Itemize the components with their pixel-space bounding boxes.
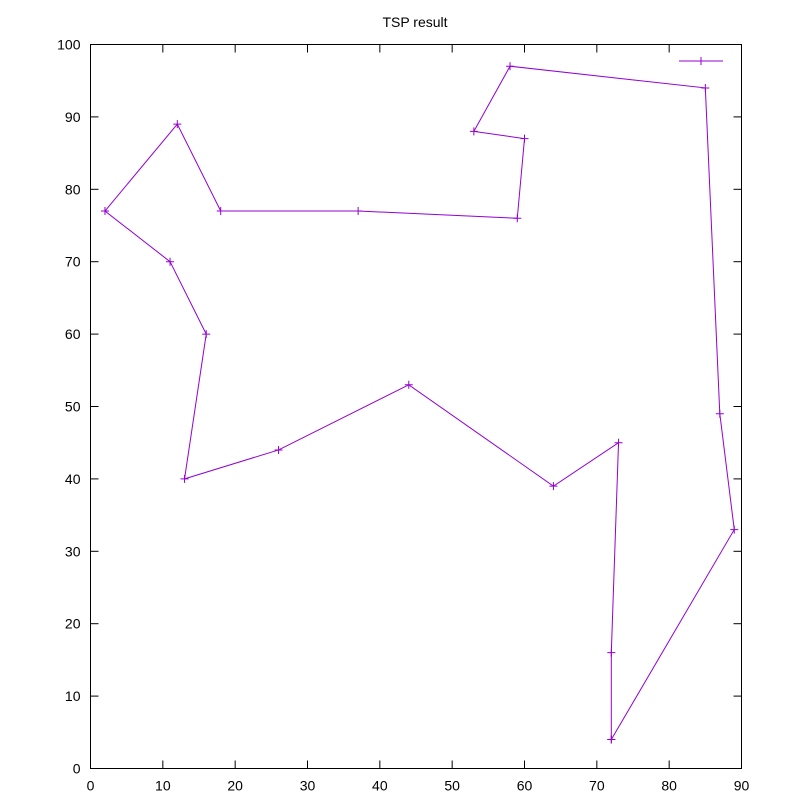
x-tick-label: 40 — [372, 778, 388, 794]
x-tick-label: 10 — [155, 778, 171, 794]
x-tick-label: 30 — [300, 778, 316, 794]
city-point — [607, 735, 616, 744]
x-tick-label: 70 — [589, 778, 605, 794]
x-tick-label: 80 — [661, 778, 677, 794]
series-layer — [100, 62, 739, 744]
y-tick-label: 20 — [65, 616, 81, 632]
x-tick-label: 20 — [227, 778, 243, 794]
plot-frame — [90, 44, 742, 769]
city-point — [173, 120, 182, 129]
city-point — [715, 409, 724, 418]
city-point — [216, 207, 225, 216]
tour-line — [104, 65, 735, 740]
city-point — [180, 474, 189, 483]
city-point — [506, 62, 515, 71]
y-tick-label: 80 — [65, 181, 81, 197]
city-point — [701, 83, 710, 92]
city-point — [202, 330, 211, 339]
city-point — [730, 525, 739, 534]
x-tick-label: 0 — [87, 778, 95, 794]
y-tick-label: 0 — [73, 761, 81, 777]
city-point — [549, 482, 558, 491]
y-tick-label: 100 — [57, 37, 81, 53]
x-axis: 0 10 20 30 40 50 60 70 80 90 — [87, 44, 750, 794]
city-point — [274, 445, 283, 454]
x-tick-label: 50 — [444, 778, 460, 794]
y-tick-label: 90 — [65, 109, 81, 125]
city-point — [100, 207, 109, 216]
y-tick-label: 70 — [65, 254, 81, 270]
city-point — [513, 214, 522, 223]
city-point — [166, 257, 175, 266]
y-tick-label: 40 — [65, 471, 81, 487]
city-point — [469, 127, 478, 136]
city-point — [354, 207, 363, 216]
city-point — [404, 380, 413, 389]
y-tick-label: 50 — [65, 399, 81, 415]
chart-title: TSP result — [382, 14, 447, 30]
legend-marker-sample — [697, 57, 705, 65]
y-tick-label: 60 — [65, 326, 81, 342]
y-axis: 0 10 20 30 40 50 60 70 80 90 100 — [57, 37, 742, 777]
city-point — [614, 438, 623, 447]
y-tick-label: 10 — [65, 688, 81, 704]
legend — [679, 57, 723, 65]
city-point — [520, 134, 529, 143]
y-tick-label: 30 — [65, 543, 81, 559]
x-tick-label: 90 — [734, 778, 750, 794]
x-tick-label: 60 — [517, 778, 533, 794]
city-point — [607, 648, 616, 657]
